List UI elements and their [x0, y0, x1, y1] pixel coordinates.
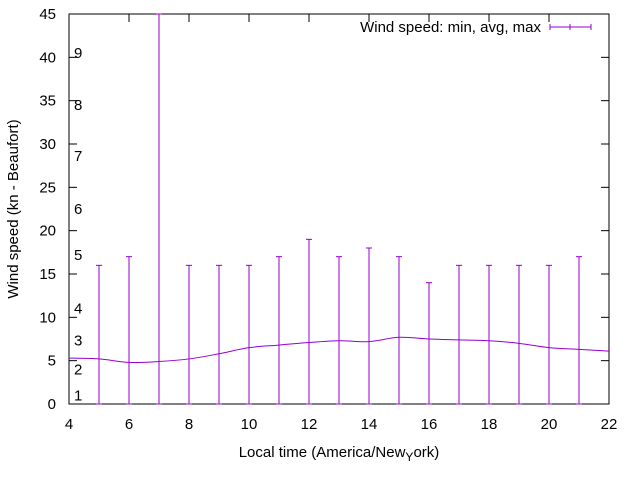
- y-tick-label: 30: [39, 136, 56, 153]
- legend-label: Wind speed: min, avg, max: [360, 19, 541, 36]
- beaufort-label: 4: [74, 301, 82, 318]
- y-tick-label: 35: [39, 93, 56, 110]
- x-tick-label: 14: [361, 416, 378, 433]
- x-tick-label: 16: [421, 416, 438, 433]
- x-tick-label: 20: [541, 416, 558, 433]
- x-axis-label-rest: ork): [413, 444, 439, 461]
- y-tick-label: 25: [39, 179, 56, 196]
- x-tick-label: 12: [301, 416, 318, 433]
- x-tick-label: 18: [481, 416, 498, 433]
- beaufort-labels: 1 2 3 4 5 6 7 8 9: [74, 45, 82, 404]
- x-tick-label: 22: [601, 416, 618, 433]
- beaufort-label: 1: [74, 387, 82, 404]
- y-axis-label: Wind speed (kn - Beaufort): [5, 119, 22, 298]
- x-tick-label: 8: [185, 416, 193, 433]
- x-tick-label: 4: [65, 416, 73, 433]
- beaufort-label: 7: [74, 148, 82, 165]
- x-tick-label: 10: [241, 416, 258, 433]
- y-tick-label: 5: [48, 353, 56, 370]
- beaufort-label: 8: [74, 97, 82, 114]
- y-tick-label: 20: [39, 223, 56, 240]
- x-axis-label-main: Local time (America/New: [239, 444, 406, 461]
- beaufort-label: 3: [74, 333, 82, 350]
- beaufort-label: 5: [74, 247, 82, 264]
- y-tick-label: 45: [39, 6, 56, 23]
- x-axis-label-sub: Y: [405, 450, 413, 464]
- x-axis-label: Local time (America/NewYork): [239, 444, 440, 464]
- y-tick-label: 15: [39, 266, 56, 283]
- legend: Wind speed: min, avg, max: [360, 19, 592, 36]
- beaufort-label: 6: [74, 201, 82, 218]
- beaufort-label: 2: [74, 361, 82, 378]
- beaufort-label: 9: [74, 45, 82, 62]
- y-tick-label: 0: [48, 396, 56, 413]
- y-tick-label: 10: [39, 309, 56, 326]
- x-tick-label: 6: [125, 416, 133, 433]
- average-line: [68, 336, 610, 364]
- y-tick-label: 40: [39, 49, 56, 66]
- error-bars: [96, 13, 582, 405]
